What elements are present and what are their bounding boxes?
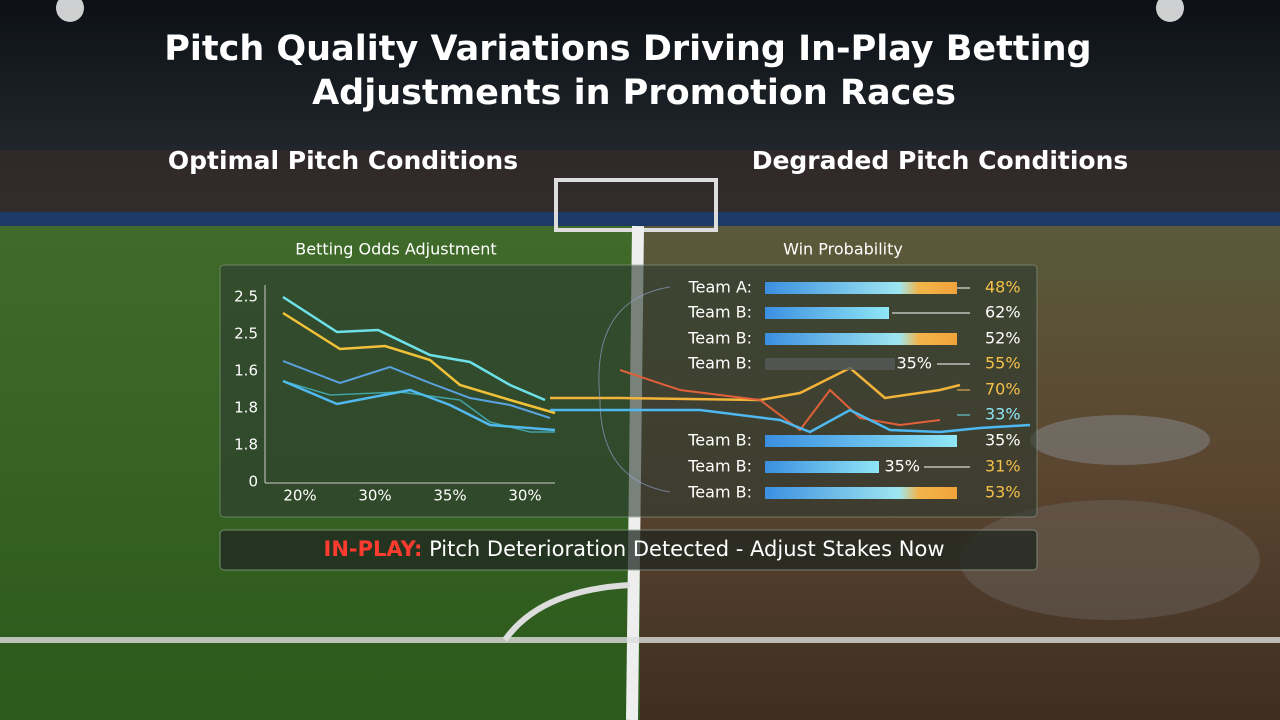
y-label: 1.8 [234,436,258,454]
win-probability: Team A: 48% Team B: 62% Team B: 52% Team… [687,278,1020,502]
y-label: 1.6 [234,362,258,380]
bar [765,358,895,370]
probability: 52% [985,329,1021,348]
bar [765,307,889,319]
team: Team B: [687,329,752,348]
panel [219,264,1038,518]
probability: 53% [985,483,1021,502]
floodlight [1156,0,1184,22]
probability: 33% [985,405,1021,424]
probability: 31% [985,457,1021,476]
team: Team B: [687,354,752,373]
y-label: 2.5 [234,325,258,343]
panel-title: Optimal Pitch Conditions [168,146,518,175]
bar [765,487,957,499]
x-label: 35% [433,487,466,505]
alert-message: Pitch Deterioration Detected - Adjust St… [429,537,944,561]
line [550,408,1031,434]
connector [598,286,671,493]
bar [765,461,879,473]
x-label: 30% [358,487,391,505]
alert-box [219,529,1038,571]
team: Team B: [687,457,752,476]
alert-label: IN-PLAY: [324,537,423,561]
line [282,311,556,415]
puddle [1030,415,1210,465]
line [282,295,546,402]
line [619,369,941,432]
stands [0,150,1280,220]
probability: 70% [985,380,1021,399]
chart-title: Betting Odds Adjustment [295,240,496,259]
line [282,380,555,433]
mid-value: 35% [884,457,920,476]
y-label: 2.5 [234,288,258,306]
chart-title: Win Probability [783,240,903,259]
team: Team B: [687,483,752,502]
title-text: Adjustments in Promotion Races [312,73,956,113]
team: Team B: [687,431,752,450]
team: Team A: [688,278,752,297]
odds-chart: 2.5 2.5 1.6 1.8 1.8 0 20% 30% 35% 30% [234,285,1031,505]
x-label: 30% [508,487,541,505]
y-label: 1.8 [234,399,258,417]
probability: 35% [985,431,1021,450]
floodlight [56,0,84,22]
x-label: 20% [283,487,316,505]
boards [0,212,1280,226]
bar [765,333,957,345]
probability: 62% [985,303,1021,322]
pitch-line [502,582,631,642]
mid-value: 35% [896,354,932,373]
panel-title: Degraded Pitch Conditions [752,146,1129,175]
title: Pitch Quality Variations Driving In-Play… [164,29,1104,113]
alert: IN-PLAY: Pitch Deterioration Detected - … [324,537,945,561]
bar [765,282,957,294]
bar [765,435,957,447]
title-text: Pitch Quality Variations Driving In-Play… [164,29,1091,69]
team: Team B: [687,303,752,322]
line [282,360,551,419]
probability: 48% [985,278,1021,297]
probability: 55% [985,354,1021,373]
line [282,379,556,432]
y-label: 0 [248,473,258,491]
line [550,366,961,402]
